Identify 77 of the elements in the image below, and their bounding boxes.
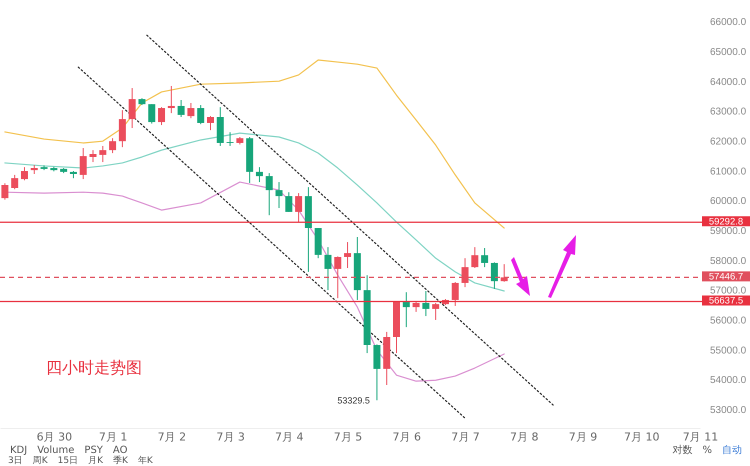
ref-line-label: 59292.8 [708, 216, 744, 228]
candlestick [80, 148, 87, 180]
candlestick [99, 145, 106, 163]
x-tick-label: 7月 4 [275, 430, 304, 444]
candlestick [373, 344, 380, 401]
candlestick [276, 182, 283, 209]
x-tick-label: 6月 30 [36, 430, 72, 444]
candlestick [344, 242, 352, 269]
candlestick [90, 150, 97, 163]
y-tick-label: 63000.0 [710, 106, 747, 118]
y-tick-label: 65000.0 [710, 46, 747, 58]
candlestick [402, 292, 410, 328]
text: 季K [113, 456, 128, 466]
annotation: 53329.5 [337, 395, 370, 406]
y-tick-label: 53000.0 [710, 405, 747, 416]
y-tick-label: 58000.0 [710, 256, 747, 267]
text: KDJ [10, 445, 28, 456]
candlestick [206, 116, 214, 131]
candlestick [256, 166, 263, 183]
x-tick-label: 7月 3 [216, 430, 245, 444]
y-tick-label: 66000.0 [710, 17, 747, 28]
candlestick [178, 99, 185, 118]
candlestick [1, 182, 8, 200]
candlestick [118, 110, 126, 148]
text: 自动 [722, 445, 742, 456]
candlestick [452, 282, 459, 306]
candlestick [422, 290, 430, 317]
candlestick [109, 138, 116, 154]
y-tick-label: 60000.0 [710, 196, 747, 208]
ref-line-label: 56637.5 [708, 296, 744, 307]
candlestick [432, 302, 440, 320]
text: % [702, 445, 712, 456]
y-tick-label: 64000.0 [710, 76, 747, 88]
text: 月K [88, 456, 103, 466]
x-tick-label: 7月 2 [158, 430, 186, 444]
annotation: 四小时走势图 [46, 358, 142, 377]
candlestick [168, 85, 175, 114]
candlestick [481, 248, 488, 268]
text: PSY [84, 445, 103, 456]
text: 年K [138, 456, 153, 466]
candlestick [490, 262, 498, 290]
y-tick-label: 61000.0 [710, 166, 747, 178]
x-tick-label: 7月 7 [451, 430, 480, 444]
x-tick-label: 7月 8 [510, 430, 539, 444]
candlestick [226, 132, 234, 146]
text: 周K [32, 456, 48, 466]
candlestick [412, 302, 420, 312]
candlestick [187, 102, 194, 119]
candlestick [11, 174, 18, 190]
y-tick-label: 57000.0 [710, 286, 747, 297]
candlestick [20, 166, 28, 181]
y-tick-label: 55000.0 [710, 345, 747, 356]
candlestick [266, 172, 273, 216]
y-tick-label: 59000.0 [710, 226, 747, 238]
ref-line-label: 57446.7 [708, 271, 744, 282]
text: 对数 [672, 445, 692, 456]
y-tick-label: 54000.0 [710, 375, 747, 386]
text: 15日 [58, 456, 78, 466]
x-tick-label: 7月 1 [98, 430, 128, 444]
candlestick [295, 192, 302, 223]
candlestick [148, 104, 156, 124]
y-tick-label: 56000.0 [710, 316, 747, 327]
text: AO [112, 445, 128, 456]
x-tick-label: 7月 6 [392, 430, 422, 444]
x-tick-label: 7月 5 [334, 430, 362, 444]
text: 3日 [8, 456, 23, 466]
candlestick [128, 88, 136, 129]
y-tick-label: 62000.0 [710, 136, 747, 148]
candlestick [158, 106, 166, 126]
x-tick-label: 7月 10 [624, 430, 660, 444]
candlestick [197, 104, 204, 125]
text: Volume [37, 445, 74, 456]
candlestick [471, 246, 478, 269]
candlestick [285, 192, 292, 212]
candlestick [324, 246, 332, 291]
x-tick-label: 7月 11 [682, 430, 718, 444]
x-tick-label: 7月 9 [568, 430, 598, 444]
